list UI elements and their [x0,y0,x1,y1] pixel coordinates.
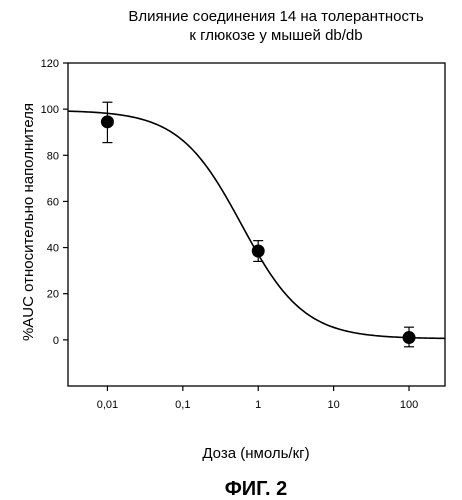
y-tick-label: 100 [41,104,59,116]
x-tick-label: 0,01 [97,399,118,411]
y-tick-label: 60 [47,196,59,208]
y-tick-label: 120 [41,58,59,70]
x-tick-label: 1 [255,399,261,411]
chart-title-line-1: Влияние соединения 14 на толерантность [128,8,423,25]
x-tick-label: 0,1 [175,399,190,411]
data-point [100,115,114,129]
x-tick-label: 100 [400,399,418,411]
chart-title-line-2: к глюкозе у мышей db/db [189,27,362,44]
x-tick-label: 10 [328,399,340,411]
data-point [402,331,416,345]
x-axis-label: Доза (нмоль/кг) [202,445,309,462]
y-tick-label: 0 [53,335,59,347]
data-point [251,244,265,258]
plot-frame [67,62,446,387]
y-tick-label: 20 [47,289,59,301]
y-axis-label: %AUC относительно наполнителя [20,103,37,341]
figure-caption: ФИГ. 2 [225,478,288,500]
y-tick-label: 80 [47,150,59,162]
y-tick-label: 40 [47,243,59,255]
fit-curve [67,110,446,340]
plot-area: 0 20 40 60 80 100 120 0,01 0,1 1 10 100 [41,58,446,411]
